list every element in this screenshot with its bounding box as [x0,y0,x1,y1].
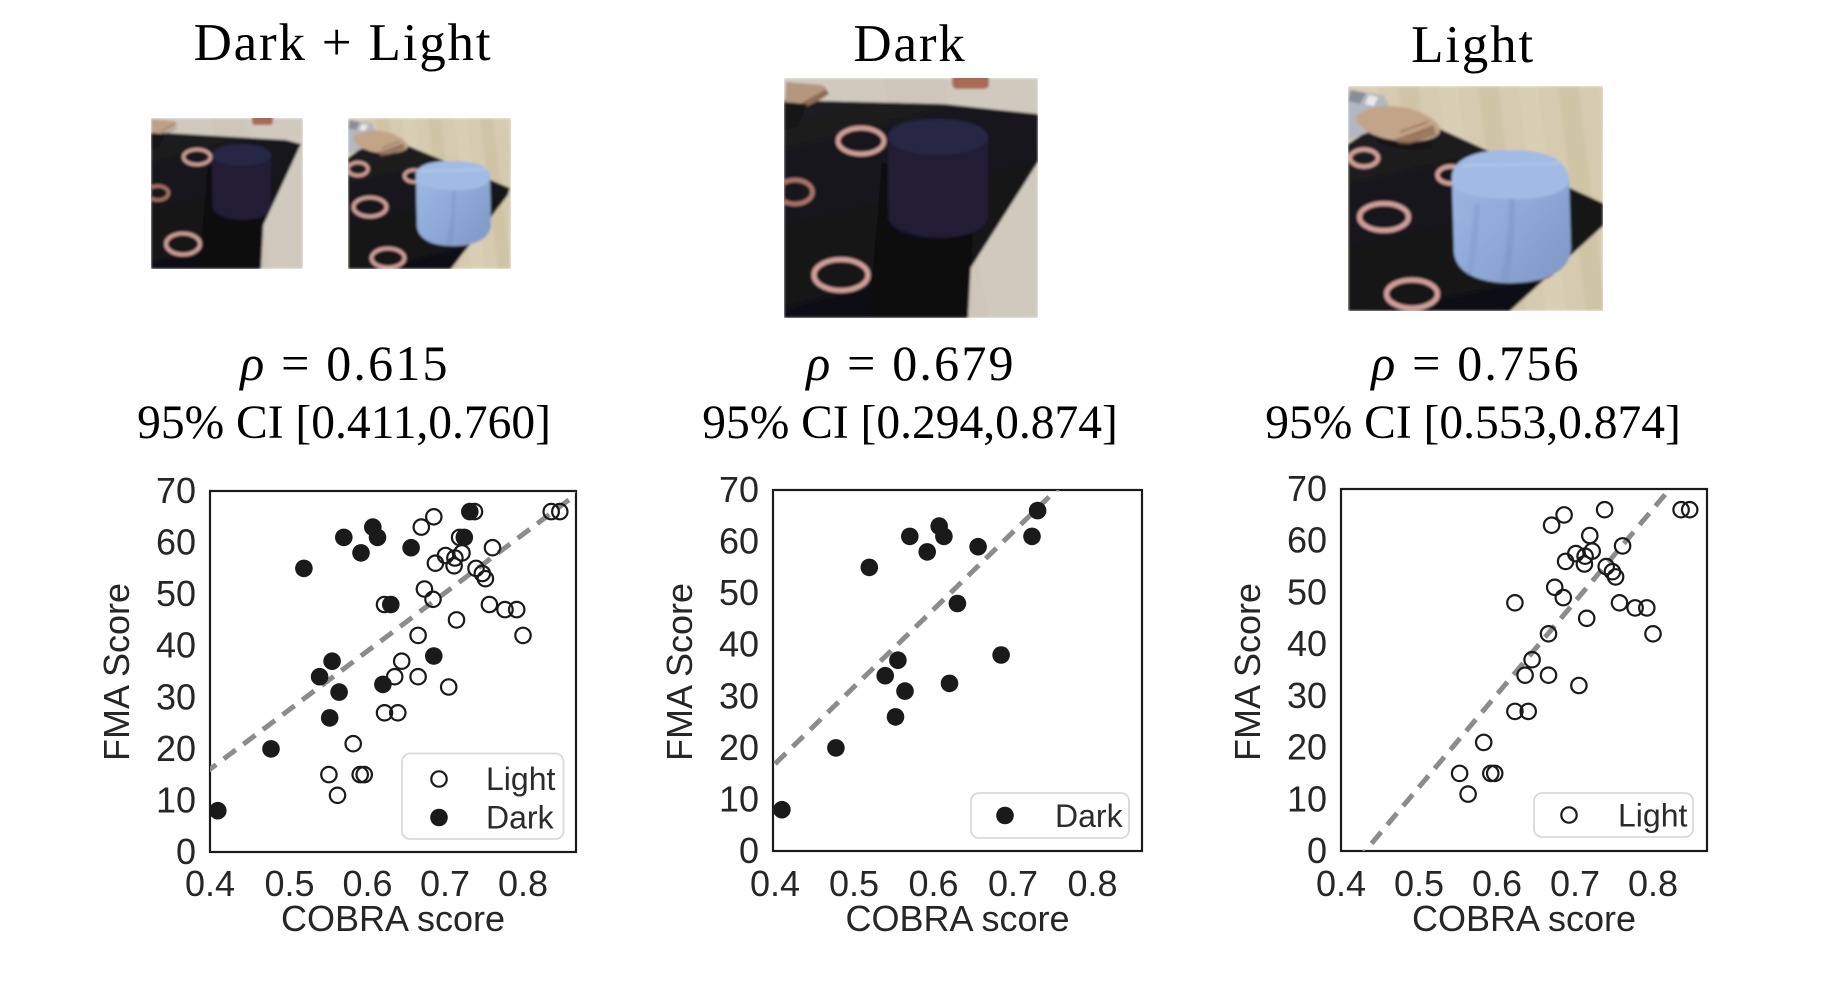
svg-text:ρ = 0.756: ρ = 0.756 [1369,335,1581,391]
svg-text:0: 0 [176,831,196,872]
svg-text:70: 70 [719,469,759,510]
svg-text:30: 30 [719,675,759,716]
svg-text:0.5: 0.5 [264,863,314,904]
svg-text:Light: Light [486,761,556,797]
svg-text:30: 30 [1287,675,1327,716]
svg-text:Light: Light [1411,16,1535,74]
svg-text:0: 0 [739,830,759,871]
svg-text:10: 10 [719,778,759,819]
svg-text:0.6: 0.6 [342,863,392,904]
svg-text:0.7: 0.7 [1550,863,1600,904]
svg-text:FMA Score: FMA Score [659,583,700,761]
svg-text:FMA Score: FMA Score [96,583,137,761]
svg-text:70: 70 [156,470,196,511]
svg-text:0.8: 0.8 [1628,863,1678,904]
svg-text:Dark: Dark [1055,798,1124,834]
svg-text:0.6: 0.6 [908,863,958,904]
svg-text:COBRA score: COBRA score [281,898,505,939]
svg-text:0: 0 [1307,830,1327,871]
svg-text:0.8: 0.8 [498,863,548,904]
svg-text:50: 50 [156,573,196,614]
svg-text:95% CI [0.411,0.760]: 95% CI [0.411,0.760] [137,397,551,449]
svg-text:10: 10 [1287,778,1327,819]
svg-text:ρ = 0.615: ρ = 0.615 [238,335,450,391]
svg-text:Dark: Dark [486,800,555,836]
svg-text:60: 60 [156,522,196,563]
svg-text:Dark + Light: Dark + Light [194,14,493,72]
svg-text:0.4: 0.4 [185,863,235,904]
svg-text:0.5: 0.5 [829,863,879,904]
svg-text:30: 30 [156,676,196,717]
svg-text:0.6: 0.6 [1472,863,1522,904]
svg-text:0.4: 0.4 [750,863,800,904]
svg-text:50: 50 [1287,571,1327,612]
svg-text:95% CI [0.294,0.874]: 95% CI [0.294,0.874] [702,397,1118,449]
svg-text:ρ = 0.679: ρ = 0.679 [804,335,1016,391]
svg-text:FMA Score: FMA Score [1227,583,1268,761]
svg-text:20: 20 [156,728,196,769]
svg-text:50: 50 [719,572,759,613]
svg-text:Light: Light [1618,798,1688,834]
svg-text:0.8: 0.8 [1067,863,1117,904]
svg-text:10: 10 [156,779,196,820]
svg-text:Dark: Dark [853,15,966,73]
svg-text:20: 20 [719,727,759,768]
svg-text:20: 20 [1287,727,1327,768]
svg-text:40: 40 [719,624,759,665]
svg-text:COBRA score: COBRA score [845,898,1069,939]
svg-text:70: 70 [1287,468,1327,509]
svg-text:60: 60 [719,521,759,562]
svg-text:40: 40 [156,625,196,666]
svg-text:0.7: 0.7 [420,863,470,904]
svg-text:COBRA score: COBRA score [1412,898,1636,939]
svg-text:95% CI [0.553,0.874]: 95% CI [0.553,0.874] [1265,397,1681,449]
svg-text:0.7: 0.7 [988,863,1038,904]
svg-text:60: 60 [1287,520,1327,561]
svg-text:0.5: 0.5 [1394,863,1444,904]
svg-text:0.4: 0.4 [1316,863,1366,904]
svg-text:40: 40 [1287,623,1327,664]
